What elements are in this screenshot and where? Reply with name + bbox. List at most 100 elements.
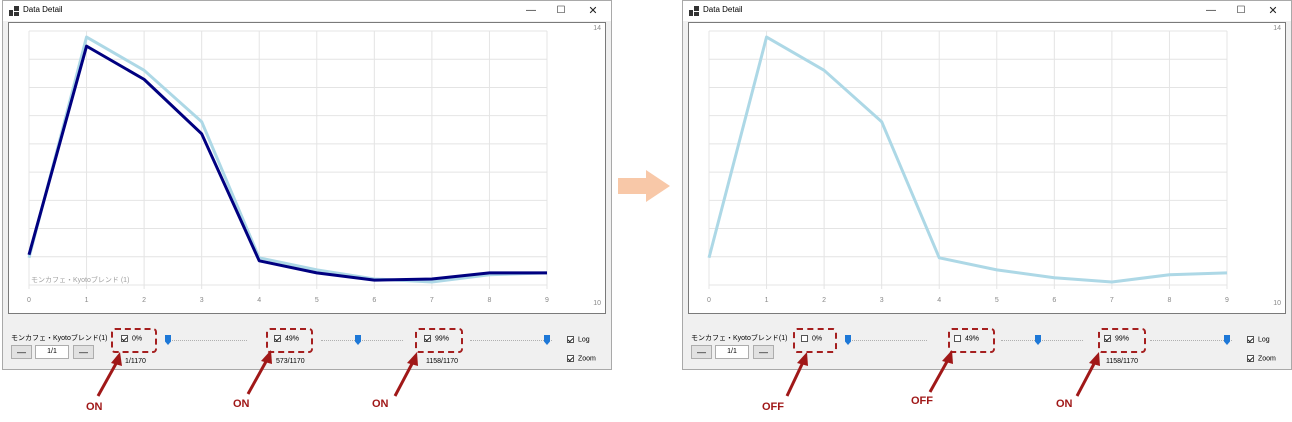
slider-thumb[interactable] [1224,335,1230,345]
count-label-49pct: 573/1170 [276,358,305,365]
y-axis-max-label: 14 [1273,25,1281,32]
zoom-label: Zoom [578,355,596,363]
slider-49pct[interactable] [321,333,403,347]
maximize-button[interactable]: ☐ [556,5,566,16]
series-name-label: モンカフェ・Kyotoブレンド(1) [11,335,108,342]
checkbox-0pct[interactable]: 0% [801,335,822,342]
checkbox-label: 99% [435,335,450,343]
x-tick-label: 4 [257,297,261,304]
checkbox-box[interactable] [1247,336,1254,343]
line-chart: 0 1 2 3 4 5 6 7 8 9 [27,30,549,304]
series-overlay-label: モンカフェ・Kyotoブレンド (1) [31,277,130,284]
x-tick-label: 8 [487,297,491,304]
annotation-label: OFF [762,401,784,413]
prev-page-button[interactable]: — [11,345,32,359]
slider-thumb[interactable] [165,335,171,345]
x-tick-label: 2 [142,297,146,304]
next-page-button[interactable]: — [73,345,94,359]
y-axis-min-label: 10 [1273,300,1281,307]
checkbox-99pct[interactable]: 99% [424,335,449,342]
series-name-label: モンカフェ・Kyotoブレンド(1) [691,335,788,342]
slider-0pct[interactable] [845,333,927,347]
window-title: Data Detail [23,5,63,14]
checkbox-49pct[interactable]: 49% [954,335,979,342]
checkbox-box[interactable] [121,335,128,342]
y-axis-min-label: 10 [593,300,601,307]
x-tick-label: 6 [1052,297,1056,304]
log-checkbox[interactable]: Log [1247,336,1270,343]
checkbox-box[interactable] [567,336,574,343]
close-button[interactable]: ✕ [588,5,598,17]
close-button[interactable]: ✕ [1268,5,1278,17]
data-detail-window-before: Data Detail — ☐ ✕ 0 1 2 3 4 5 6 7 8 9 14 10 モンカフェ… [2,0,612,370]
zoom-checkbox[interactable]: Zoom [567,355,596,362]
highlight-box [266,328,313,353]
checkbox-box[interactable] [1247,355,1254,362]
checkbox-box[interactable] [954,335,961,342]
zoom-checkbox[interactable]: Zoom [1247,355,1276,362]
checkbox-box[interactable] [424,335,431,342]
minimize-button[interactable]: — [526,5,536,16]
slider-49pct[interactable] [1001,333,1083,347]
checkbox-label: 99% [1115,335,1130,343]
x-tick-label: 4 [937,297,941,304]
annotation-label: ON [233,398,250,410]
count-label-99pct: 1158/1170 [1106,358,1139,365]
slider-99pct[interactable] [1150,333,1232,347]
line-chart: 0 1 2 3 4 5 6 7 8 9 [707,30,1229,304]
slider-99pct[interactable] [470,333,552,347]
x-tick-label: 2 [822,297,826,304]
page-indicator: 1/1 [35,345,69,359]
slider-thumb[interactable] [845,335,851,345]
highlight-box [415,328,463,353]
checkbox-label: 49% [285,335,300,343]
x-tick-label: 5 [995,297,999,304]
y-axis-max-label: 14 [593,25,601,32]
slider-thumb[interactable] [1035,335,1041,345]
next-page-button[interactable]: — [753,345,774,359]
checkbox-49pct[interactable]: 49% [274,335,299,342]
maximize-button[interactable]: ☐ [1236,5,1246,16]
slider-thumb[interactable] [355,335,361,345]
zoom-label: Zoom [1258,355,1276,363]
minimize-button[interactable]: — [1206,5,1216,16]
log-label: Log [1258,336,1270,344]
x-tick-label: 5 [315,297,319,304]
app-icon [689,6,699,16]
control-panel: モンカフェ・Kyotoブレンド(1) — 1/1 — 0% 1/1170 49%… [3,314,611,370]
checkbox-label: 49% [965,335,980,343]
checkbox-label: 0% [812,335,823,343]
annotation-label: ON [372,398,389,410]
x-tick-label: 1 [765,297,769,304]
x-tick-label: 1 [85,297,89,304]
slider-thumb[interactable] [544,335,550,345]
checkbox-box[interactable] [567,355,574,362]
checkbox-box[interactable] [1104,335,1111,342]
series-line [27,44,547,282]
x-tick-label: 3 [880,297,884,304]
checkbox-label: 0% [132,335,143,343]
checkbox-99pct[interactable]: 99% [1104,335,1129,342]
checkbox-0pct[interactable]: 0% [121,335,142,342]
x-tick-label: 0 [27,297,31,304]
x-tick-label: 8 [1167,297,1171,304]
checkbox-box[interactable] [274,335,281,342]
count-label-0pct: 1/1170 [125,358,146,365]
data-detail-window-after: Data Detail — ☐ ✕ 0 1 2 3 4 5 6 7 8 9 14 10 モンカフェ… [682,0,1292,370]
highlight-box [111,328,157,353]
chart-area: 0 1 2 3 4 5 6 7 8 9 14 10 モンカフェ・Kyotoブレンド (1) [8,22,606,314]
highlight-box [793,328,837,353]
annotation-label: OFF [911,395,933,407]
highlight-box [948,328,995,353]
slider-0pct[interactable] [165,333,247,347]
annotation-label: ON [86,401,103,413]
checkbox-box[interactable] [801,335,808,342]
annotation-label: ON [1056,398,1073,410]
title-bar: Data Detail — ☐ ✕ [683,1,1291,21]
x-tick-label: 9 [545,297,549,304]
count-label-99pct: 1158/1170 [426,358,459,365]
window-title: Data Detail [703,5,743,14]
log-checkbox[interactable]: Log [567,336,590,343]
page-indicator: 1/1 [715,345,749,359]
prev-page-button[interactable]: — [691,345,712,359]
